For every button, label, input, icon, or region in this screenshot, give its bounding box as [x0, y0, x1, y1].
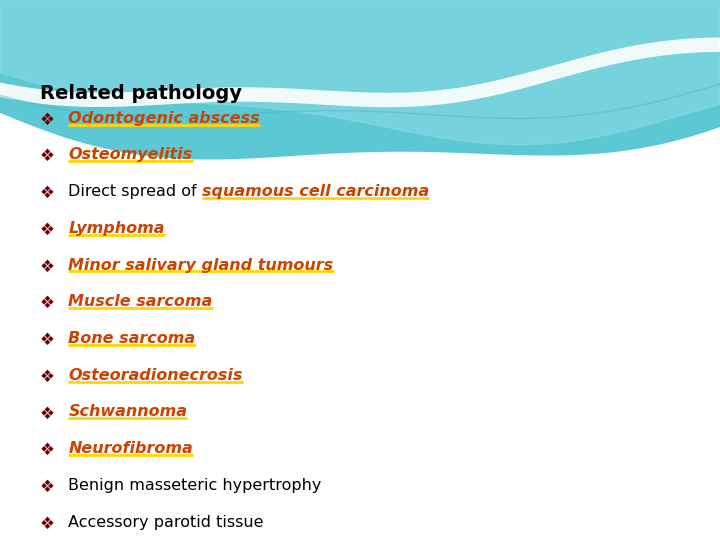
- Text: Benign masseteric hypertrophy: Benign masseteric hypertrophy: [68, 478, 322, 493]
- Text: ❖: ❖: [40, 184, 55, 202]
- Text: squamous cell carcinoma: squamous cell carcinoma: [202, 184, 429, 199]
- Text: Direct spread of: Direct spread of: [68, 184, 202, 199]
- Text: Related pathology: Related pathology: [40, 84, 242, 103]
- Text: ❖: ❖: [40, 294, 55, 312]
- Text: ❖: ❖: [40, 147, 55, 165]
- Text: ❖: ❖: [40, 368, 55, 386]
- Text: Osteoradionecrosis: Osteoradionecrosis: [68, 368, 243, 383]
- Text: Osteomyelitis: Osteomyelitis: [68, 147, 192, 163]
- Text: ❖: ❖: [40, 404, 55, 422]
- Text: Schwannoma: Schwannoma: [68, 404, 187, 420]
- Text: Muscle sarcoma: Muscle sarcoma: [68, 294, 212, 309]
- Text: ❖: ❖: [40, 515, 55, 532]
- Text: Bone sarcoma: Bone sarcoma: [68, 331, 196, 346]
- Text: ❖: ❖: [40, 258, 55, 275]
- Text: ❖: ❖: [40, 478, 55, 496]
- Text: Odontogenic abscess: Odontogenic abscess: [68, 111, 260, 126]
- Text: ❖: ❖: [40, 221, 55, 239]
- Text: ❖: ❖: [40, 331, 55, 349]
- Text: Lymphoma: Lymphoma: [68, 221, 165, 236]
- Text: ❖: ❖: [40, 441, 55, 459]
- Text: Neurofibroma: Neurofibroma: [68, 441, 193, 456]
- Text: ❖: ❖: [40, 111, 55, 129]
- Text: Minor salivary gland tumours: Minor salivary gland tumours: [68, 258, 333, 273]
- Text: Accessory parotid tissue: Accessory parotid tissue: [68, 515, 264, 530]
